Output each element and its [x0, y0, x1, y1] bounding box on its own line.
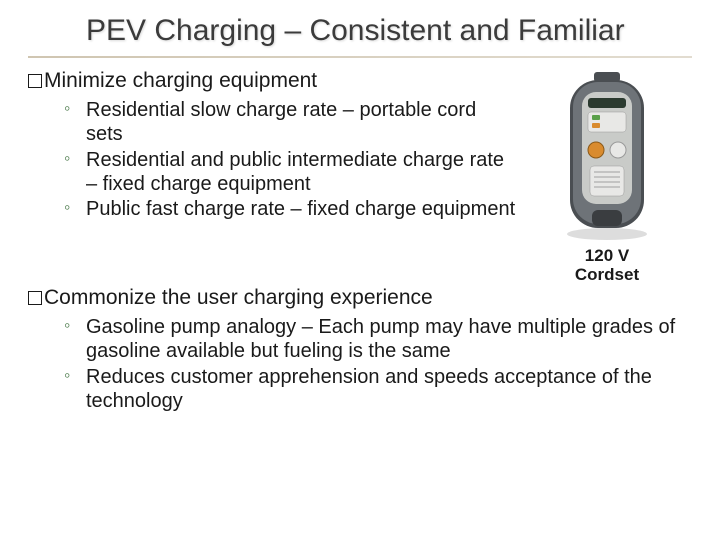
sub-list-1: ◦ Residential slow charge rate – portabl… [64, 98, 516, 222]
content-row-2: Commonize the user charging experience ◦… [28, 285, 692, 414]
sub-list-2: ◦ Gasoline pump analogy – Each pump may … [64, 315, 692, 414]
sub-marker-icon: ◦ [64, 365, 86, 414]
bullet-square-icon [28, 291, 42, 305]
sub-text: Public fast charge rate – fixed charge e… [86, 197, 516, 221]
sub-marker-icon: ◦ [64, 98, 86, 147]
bullet-rest: the user charging experience [156, 286, 433, 309]
sub-marker-icon: ◦ [64, 315, 86, 364]
slide-title: PEV Charging – Consistent and Familiar [86, 12, 692, 50]
sub-text: Reduces customer apprehension and speeds… [86, 365, 692, 414]
bullet-square-icon [28, 74, 42, 88]
sub-text: Residential slow charge rate – portable … [86, 98, 516, 147]
cordset-image [552, 72, 662, 242]
left-column: Minimize charging equipment ◦ Residentia… [28, 68, 522, 230]
right-column: 120 V Cordset [522, 68, 692, 285]
sub-marker-icon: ◦ [64, 197, 86, 221]
content-row-1: Minimize charging equipment ◦ Residentia… [28, 68, 692, 285]
caption-line-1: 120 V [585, 246, 629, 265]
sub-marker-icon: ◦ [64, 148, 86, 197]
caption-line-2: Cordset [575, 265, 639, 284]
sub-text: Gasoline pump analogy – Each pump may ha… [86, 315, 692, 364]
title-underline [28, 56, 692, 58]
sub-item: ◦ Public fast charge rate – fixed charge… [64, 197, 516, 221]
sub-item: ◦ Residential and public intermediate ch… [64, 148, 516, 197]
bullet-commonize: Commonize the user charging experience [28, 285, 692, 311]
sub-text: Residential and public intermediate char… [86, 148, 516, 197]
image-caption: 120 V Cordset [522, 246, 692, 285]
slide: PEV Charging – Consistent and Familiar M… [0, 0, 720, 540]
bullet-minimize: Minimize charging equipment [28, 68, 516, 94]
bullet-lead: Commonize [44, 286, 156, 309]
sub-item: ◦ Residential slow charge rate – portabl… [64, 98, 516, 147]
bullet-lead: Minimize [44, 69, 127, 92]
bullet-rest: charging equipment [127, 69, 317, 92]
sub-item: ◦ Reduces customer apprehension and spee… [64, 365, 692, 414]
sub-item: ◦ Gasoline pump analogy – Each pump may … [64, 315, 692, 364]
